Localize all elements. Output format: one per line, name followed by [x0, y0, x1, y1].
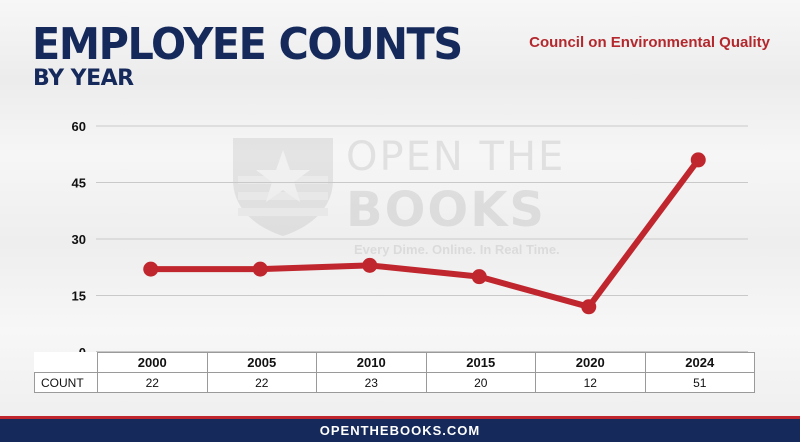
y-axis-ticks: 015304560 [72, 119, 86, 360]
data-point [362, 257, 378, 273]
data-point [690, 152, 706, 168]
table-count-row: COUNT 22 22 23 20 12 51 [34, 372, 755, 393]
series-layer [143, 152, 706, 315]
data-point [581, 299, 597, 315]
y-tick-label: 15 [72, 289, 86, 304]
table-header-row: 2000 2005 2010 2015 2020 2024 [35, 352, 755, 373]
table-count-cell: 23 [316, 372, 427, 393]
table-corner [35, 353, 98, 373]
page-title: EMPLOYEE COUNTS [32, 19, 463, 70]
data-point [471, 269, 487, 285]
table-count-cell: 20 [425, 372, 536, 393]
line-chart: 015304560 [72, 119, 748, 360]
y-tick-label: 45 [72, 176, 86, 191]
table-year-cell: 2020 [535, 352, 646, 373]
table-year-cell: 2010 [316, 352, 427, 373]
footer-stripe [0, 416, 800, 419]
watermark: OPEN THE BOOKS Every Dime. Online. In Re… [228, 130, 588, 270]
table-count-cell: 51 [644, 372, 755, 393]
data-table: 2000 2005 2010 2015 2020 2024 COUNT 22 22 23 20 1… [34, 352, 755, 393]
y-tick-label: 60 [72, 119, 86, 134]
table-year-cell: 2024 [644, 352, 755, 373]
table-count-cell: 22 [97, 372, 208, 393]
data-point [143, 261, 159, 277]
table-year-cell: 2000 [97, 352, 208, 373]
data-point [252, 261, 268, 277]
table-row-label: COUNT [34, 372, 98, 393]
table-count-cell: 12 [535, 372, 646, 393]
watermark-tagline: Every Dime. Online. In Real Time. [354, 242, 560, 257]
watermark-line2: BOOKS [346, 182, 546, 238]
grid-lines [96, 125, 748, 353]
y-tick-label: 30 [72, 232, 86, 247]
table-year-cell: 2005 [206, 352, 317, 373]
series-line [147, 156, 702, 310]
agency-name: Council on Environmental Quality [529, 34, 770, 51]
shield-logo-icon [233, 138, 333, 236]
watermark-line1: OPEN THE [346, 134, 566, 180]
table-count-cell: 22 [206, 372, 317, 393]
page-subtitle: BY YEAR [33, 66, 134, 91]
table-year-cell: 2015 [425, 352, 536, 373]
footer-link[interactable]: OPENTHEBOOKS.COM [0, 419, 800, 442]
